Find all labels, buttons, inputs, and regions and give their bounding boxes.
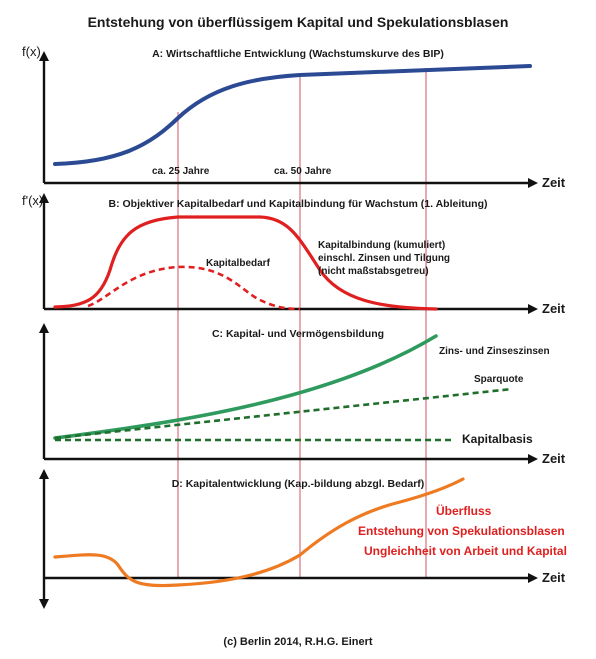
panel-d-heading: D: Kapitalentwicklung (Kap.-bildung abzg… <box>172 478 425 490</box>
marker-50-years: ca. 50 Jahre <box>274 166 332 177</box>
spekulationsblasen-label: Entstehung von Spekulationsblasen <box>358 524 565 538</box>
zins-curve <box>53 334 438 440</box>
kapitalbedarf-curve <box>87 265 301 311</box>
kapitalbasis-label: Kapitalbasis <box>462 432 533 446</box>
panel-c: C: Kapital- und Vermögensbildung Zins- u… <box>39 323 566 466</box>
panel-b: f'(x) B: Objektiver Kapitalbedarf und Ka… <box>22 193 566 316</box>
panel-d: D: Kapitalentwicklung (Kap.-bildung abzg… <box>39 469 567 609</box>
panel-a-y-label: f(x) <box>22 44 41 59</box>
kapitalbindung-label-line2: einschl. Zinsen und Tilgung <box>318 253 450 264</box>
ueberfluss-label: Überfluss <box>436 503 492 518</box>
kapitalbindung-curve <box>53 215 438 311</box>
panel-a-x-label: Zeit <box>542 175 566 190</box>
panel-a-heading: A: Wirtschaftliche Entwicklung (Wachstum… <box>152 48 444 60</box>
kapitalbindung-label-line1: Kapitalbindung (kumuliert) <box>318 240 445 251</box>
panel-a: f(x) A: Wirtschaftliche Entwicklung (Wac… <box>22 44 566 190</box>
panel-b-heading: B: Objektiver Kapitalbedarf und Kapitalb… <box>109 198 488 210</box>
copyright-footer: (c) Berlin 2014, R.H.G. Einert <box>223 636 372 648</box>
gdp-growth-curve <box>53 64 532 166</box>
sparquote-line <box>54 387 513 440</box>
sparquote-label: Sparquote <box>474 374 524 385</box>
panel-b-x-label: Zeit <box>542 301 566 316</box>
marker-25-years: ca. 25 Jahre <box>152 166 210 177</box>
panel-c-heading: C: Kapital- und Vermögensbildung <box>212 328 384 340</box>
zins-label: Zins- und Zinseszinsen <box>439 346 550 357</box>
guide-lines <box>177 68 427 578</box>
panel-c-x-label: Zeit <box>542 451 566 466</box>
diagram-title: Entstehung von überflüssigem Kapital und… <box>88 14 509 30</box>
kapitalbindung-label-line3: (nicht maßstabsgetreu) <box>318 266 429 277</box>
panel-d-x-label: Zeit <box>542 570 566 585</box>
kapitalbedarf-label: Kapitalbedarf <box>206 258 271 269</box>
panel-b-y-label: f'(x) <box>22 193 43 208</box>
ungleichheit-label: Ungleichheit von Arbeit und Kapital <box>364 544 567 558</box>
kapitalentwicklung-curve <box>53 477 465 588</box>
